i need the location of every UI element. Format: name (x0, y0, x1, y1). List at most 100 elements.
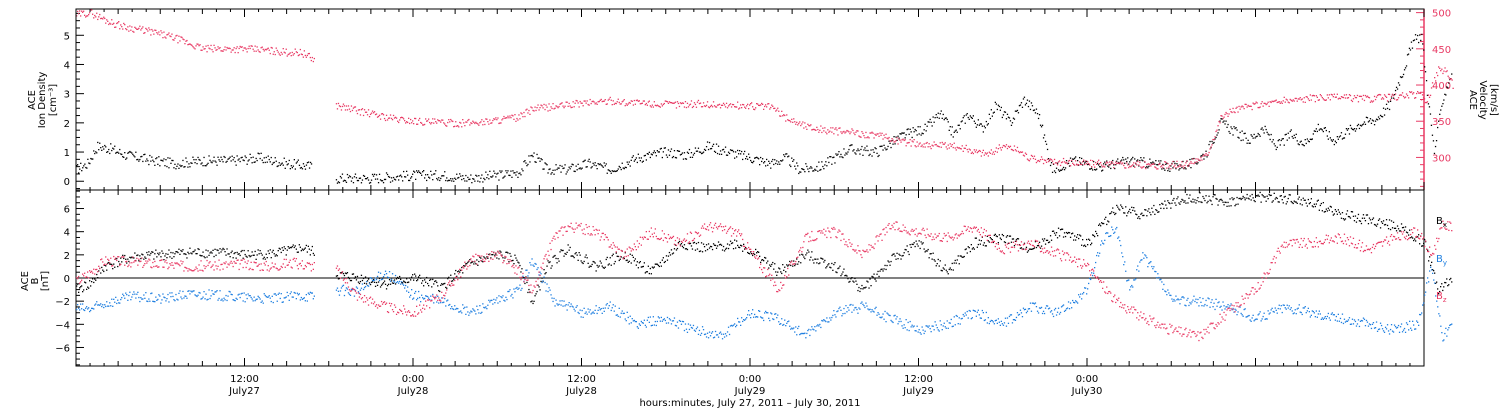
bx-point (632, 256, 634, 258)
velocity-point (1241, 105, 1243, 107)
bx-point (808, 251, 810, 253)
density-point (347, 177, 350, 179)
bx-point (467, 261, 469, 263)
velocity-point (93, 17, 95, 19)
velocity-point (621, 101, 623, 103)
density-point (1325, 129, 1327, 132)
velocity-point (753, 108, 755, 110)
density-point (1299, 141, 1301, 143)
velocity-point (1004, 146, 1007, 148)
density-point (944, 117, 946, 119)
bx-point (680, 243, 683, 245)
bx-point (126, 262, 128, 264)
density-point (106, 151, 108, 153)
density-point (548, 168, 550, 171)
bx-point (337, 278, 340, 280)
velocity-point (252, 48, 254, 50)
velocity-point (900, 141, 902, 143)
bx-point (498, 258, 500, 260)
density-point (749, 156, 751, 159)
velocity-point (241, 46, 243, 48)
density-point (98, 149, 100, 151)
by-point (449, 303, 451, 306)
velocity-point (868, 137, 870, 139)
velocity-point (816, 126, 818, 128)
density-point (1057, 169, 1060, 171)
density-point (129, 150, 131, 153)
bx-point (471, 261, 473, 263)
by-point (633, 319, 635, 322)
b-tick-label: −6 (55, 343, 70, 354)
by-point (917, 331, 919, 333)
velocity-point (1003, 145, 1006, 147)
density-point (186, 161, 188, 163)
bx-point (1305, 202, 1307, 204)
bx-point (1142, 214, 1144, 217)
density-point (916, 134, 918, 136)
by-point (894, 314, 896, 316)
bx-point (232, 257, 234, 259)
density-point (1304, 139, 1306, 141)
by-point (190, 290, 192, 292)
velocity-point (1228, 113, 1230, 115)
velocity-point (935, 143, 937, 146)
velocity-point (760, 104, 762, 106)
bx-point (1261, 194, 1263, 196)
by-point (339, 290, 342, 292)
density-point (555, 164, 557, 166)
bx-point (202, 251, 204, 253)
bx-point (79, 287, 81, 289)
bx-point (1214, 194, 1216, 196)
density-point (822, 165, 824, 168)
velocity-point (1302, 101, 1304, 103)
bx-point (229, 256, 231, 258)
velocity-point (1437, 74, 1439, 77)
by-point (536, 268, 538, 271)
by-point (519, 284, 521, 286)
by-point (539, 271, 541, 273)
velocity-point (697, 99, 700, 102)
velocity-point (304, 54, 306, 57)
velocity-point (1178, 165, 1180, 167)
by-point (153, 300, 155, 303)
density-point (663, 147, 665, 149)
by-point (674, 324, 677, 327)
density-point (1007, 116, 1010, 118)
density-point (117, 151, 119, 153)
by-point (825, 320, 827, 323)
velocity-point (462, 119, 464, 121)
density-point (1234, 127, 1236, 130)
bx-point (1390, 220, 1393, 222)
bx-point (1105, 216, 1107, 218)
density-point (445, 179, 447, 182)
bx-point (862, 288, 864, 290)
bx-point (896, 252, 898, 254)
velocity-point (975, 149, 977, 151)
velocity-point (448, 119, 450, 121)
velocity-point (257, 49, 259, 51)
density-point (1200, 155, 1202, 157)
bx-point (838, 267, 840, 269)
velocity-point (853, 132, 855, 134)
bx-point (641, 266, 643, 268)
density-point (105, 146, 107, 148)
density-point (1017, 112, 1020, 114)
density-point (190, 162, 192, 164)
bx-point (404, 281, 406, 283)
bx-point (1141, 212, 1143, 214)
bx-point (960, 255, 962, 257)
bx-point (597, 266, 599, 268)
density-point (1389, 100, 1392, 102)
by-point (253, 296, 255, 298)
density-point (1344, 133, 1347, 135)
bx-point (643, 262, 645, 264)
velocity-point (508, 117, 510, 119)
bx-point (673, 248, 676, 250)
by-point (455, 308, 457, 310)
density-point (344, 180, 347, 182)
velocity-point (205, 45, 207, 47)
velocity-point (1122, 162, 1124, 164)
by-point (367, 285, 370, 287)
velocity-point (233, 47, 235, 49)
